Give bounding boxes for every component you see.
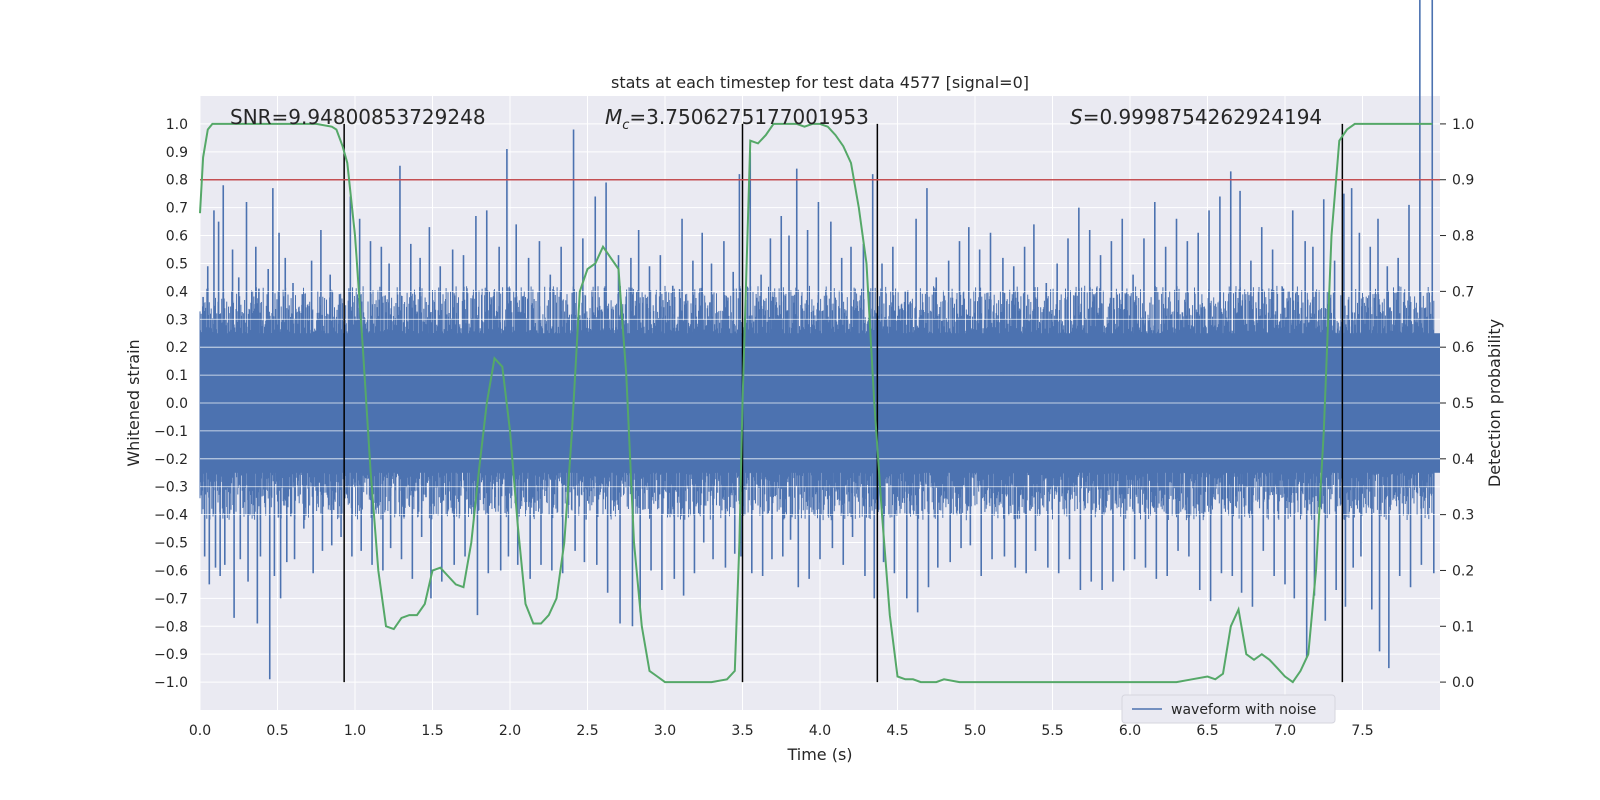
y2-tick-label: 0.3 <box>1452 508 1474 524</box>
y-axis-label: Whitened strain <box>124 339 143 466</box>
chirp-mass-value: =3.7506275177001953 <box>629 105 868 129</box>
y-tick-label: −0.1 <box>154 424 188 440</box>
x-tick-label: 7.5 <box>1351 723 1373 739</box>
y-tick-label: 0.2 <box>166 340 188 356</box>
x-tick-label: 1.0 <box>344 723 366 739</box>
y-tick-label: −0.2 <box>154 452 188 468</box>
x-tick-label: 2.5 <box>576 723 598 739</box>
waveform-series <box>199 0 1440 680</box>
y2-tick-label: 0.1 <box>1452 619 1474 635</box>
y-tick-label: 0.0 <box>166 396 188 412</box>
probability-line <box>199 122 1433 684</box>
x-tick-label: 7.0 <box>1274 723 1296 739</box>
x-axis-label: Time (s) <box>786 745 852 764</box>
legend-label: waveform with noise <box>1171 702 1316 718</box>
y2-tick-label: 0.0 <box>1452 675 1474 691</box>
x-tick-label: 1.5 <box>421 723 443 739</box>
y-tick-label: −0.9 <box>154 647 188 663</box>
y-tick-label: 0.5 <box>166 256 188 272</box>
x-tick-label: 4.5 <box>886 723 908 739</box>
y2-tick-label: 0.2 <box>1452 563 1474 579</box>
legend: waveform with noise <box>1121 694 1336 724</box>
y-tick-label: 0.4 <box>166 284 188 300</box>
y-tick-label: 0.8 <box>166 173 188 189</box>
y-tick-label: −0.5 <box>154 536 188 552</box>
spin-symbol: S <box>1070 105 1083 129</box>
y-tick-label: 0.7 <box>166 201 188 217</box>
x-tick-label: 0.5 <box>266 723 288 739</box>
y-tick-label: −0.3 <box>154 480 188 496</box>
x-tick-label: 3.5 <box>731 723 753 739</box>
snr-annotation: SNR=9.94800853729248 <box>230 105 486 129</box>
y-tick-label: 1.0 <box>166 117 188 133</box>
chirp-mass-symbol: M <box>605 105 622 129</box>
y-tick-label: −1.0 <box>154 675 188 691</box>
x-tick-label: 5.0 <box>964 723 986 739</box>
x-tick-label: 6.5 <box>1196 723 1218 739</box>
probability-series <box>199 122 1433 684</box>
x-tick-label: 2.0 <box>499 723 521 739</box>
y2-tick-label: 0.5 <box>1452 396 1474 412</box>
legend-box <box>1121 694 1336 724</box>
y-tick-label: 0.9 <box>166 145 188 161</box>
y-tick-label: −0.6 <box>154 563 188 579</box>
x-tick-label: 5.5 <box>1041 723 1063 739</box>
y-tick-label: −0.4 <box>154 508 188 524</box>
y-tick-label: −0.7 <box>154 591 188 607</box>
x-tick-label: 0.0 <box>189 723 211 739</box>
y2-tick-label: 1.0 <box>1452 117 1474 133</box>
x-tick-label: 4.0 <box>809 723 831 739</box>
y2-tick-label: 0.9 <box>1452 173 1474 189</box>
chirp-mass-annotation: Mc=3.7506275177001953 <box>605 105 869 133</box>
chirp-mass-subscript: c <box>622 118 629 133</box>
left-axis-ticks: 1.0 0.9 0.8 0.7 0.6 0.5 0.4 0.3 0.2 0.1 0.0 −0.1 −0.… <box>154 117 188 691</box>
y2-tick-label: 0.6 <box>1452 340 1474 356</box>
y2-tick-label: 0.8 <box>1452 229 1474 245</box>
y2-axis-label: Detection probability <box>1485 319 1504 487</box>
y-tick-label: 0.1 <box>166 368 188 384</box>
y2-tick-label: 0.7 <box>1452 284 1474 300</box>
x-tick-label: 6.0 <box>1119 723 1141 739</box>
x-tick-label: 3.0 <box>654 723 676 739</box>
x-axis-ticks: 0.0 0.5 1.0 1.5 2.0 2.5 3.0 3.5 4.0 4.5 5.0 5.5 6.0 6… <box>189 723 1374 739</box>
spin-value: =0.9998754262924194 <box>1083 105 1322 129</box>
y-tick-label: 0.3 <box>166 312 188 328</box>
y-tick-label: 0.6 <box>166 229 188 245</box>
spin-annotation: S=0.9998754262924194 <box>1070 105 1322 129</box>
right-axis-ticks: 1.0 0.9 0.8 0.7 0.6 0.5 0.4 0.3 0.2 0.1 0.0 <box>1440 117 1474 691</box>
y-tick-label: −0.8 <box>154 619 188 635</box>
waveform-noise <box>199 285 1435 521</box>
chart-title: stats at each timestep for test data 457… <box>611 73 1029 92</box>
y2-tick-label: 0.4 <box>1452 452 1474 468</box>
